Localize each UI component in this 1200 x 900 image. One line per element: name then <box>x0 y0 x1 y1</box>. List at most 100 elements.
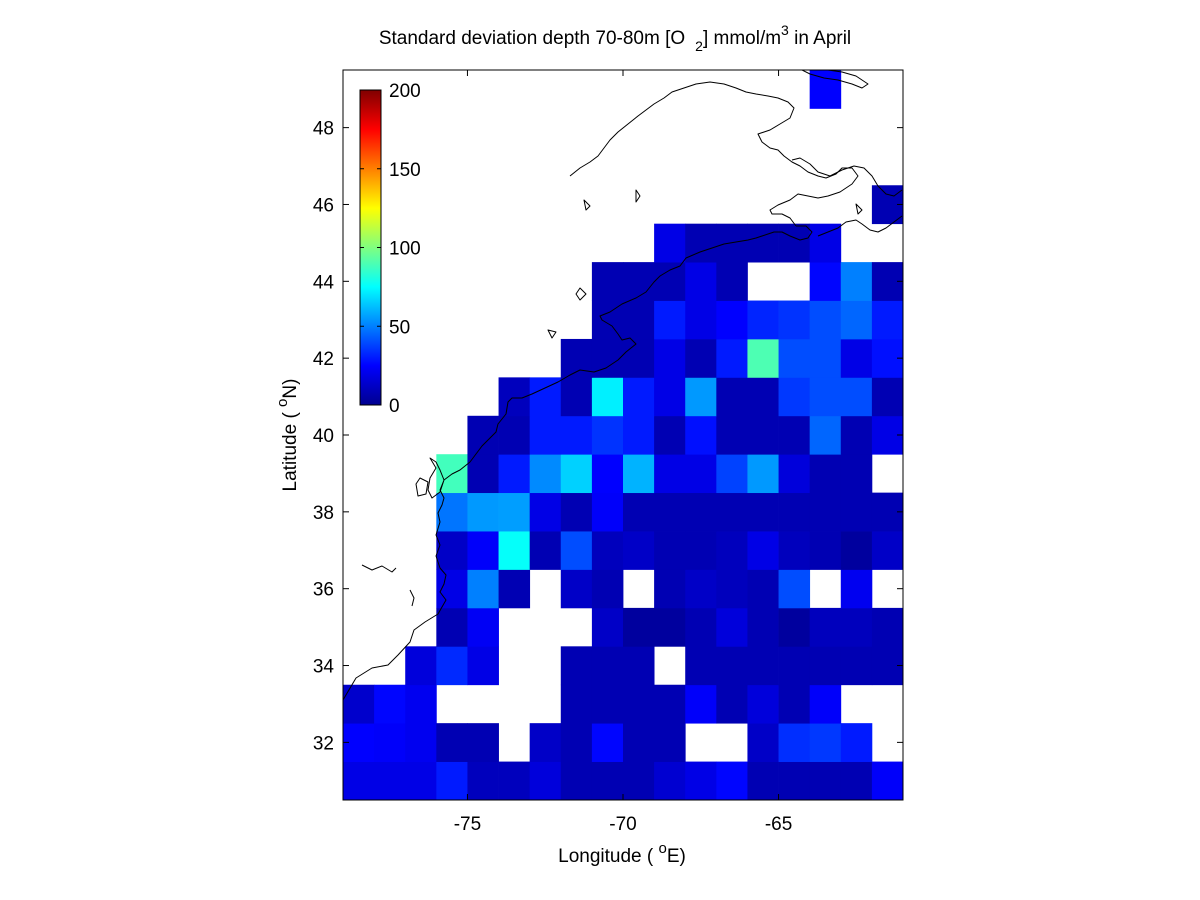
heatmap-cell <box>685 454 717 494</box>
heatmap-cell <box>716 415 748 455</box>
heatmap-cell <box>591 492 624 532</box>
heatmap-cell <box>591 607 624 647</box>
heatmap-cell <box>529 761 562 800</box>
heatmap-cell <box>747 607 779 647</box>
heatmap-cell <box>654 607 686 647</box>
heatmap-cell <box>809 338 842 378</box>
heatmap-cell <box>560 454 593 494</box>
heatmap-cell <box>623 761 655 800</box>
heatmap-cell <box>747 492 779 532</box>
heatmap-cell <box>405 723 437 762</box>
heatmap-cell <box>716 300 748 340</box>
heatmap-cell <box>778 607 811 647</box>
heatmap-cell <box>529 377 562 417</box>
heatmap-cell <box>560 415 593 455</box>
heatmap-cell <box>591 454 624 494</box>
heatmap-cell <box>778 338 811 378</box>
heatmap-cell <box>436 761 468 800</box>
heatmap-cell <box>778 223 811 263</box>
heatmap-cell <box>685 761 717 800</box>
x-axis-label: Longitude ( oE) <box>558 840 686 867</box>
heatmap-cell <box>591 262 624 301</box>
heatmap-cell <box>436 607 468 647</box>
heatmap-cell <box>467 492 499 532</box>
heatmap-cell <box>436 531 468 570</box>
heatmap-cell <box>591 338 624 378</box>
heatmap-cell <box>747 531 779 570</box>
heatmap-cell <box>623 607 655 647</box>
heatmap-cell <box>467 646 499 686</box>
heatmap-cell <box>560 723 593 762</box>
heatmap-cell <box>374 761 406 800</box>
heatmap-cell <box>747 761 779 800</box>
heatmap-cell <box>654 338 686 378</box>
colorbar: 0 50 100 150 200 <box>359 81 421 417</box>
heatmap-cell <box>685 415 717 455</box>
heatmap-cell <box>747 415 779 455</box>
heatmap-cell <box>343 684 375 724</box>
heatmap-cell <box>623 377 655 417</box>
x-axis: -75 -70 -65 <box>454 70 792 835</box>
heatmap-cell <box>840 569 873 609</box>
heatmap-cell <box>623 531 655 570</box>
heatmap-cell <box>654 492 686 532</box>
chart-title: Standard deviation depth 70-80m [O 2] mmo… <box>379 22 851 54</box>
heatmap-cell <box>467 607 499 647</box>
heatmap-cell <box>498 415 531 455</box>
heatmap-cell <box>685 377 717 417</box>
y-tick-label: 38 <box>313 503 334 524</box>
heatmap-cell <box>591 761 624 800</box>
heatmap-cell <box>747 300 779 340</box>
heatmap-cell <box>374 723 406 762</box>
heatmap-cell <box>623 300 655 340</box>
heatmap-cell <box>498 761 531 800</box>
heatmap-cell <box>623 723 655 762</box>
heatmap-cell <box>716 684 748 724</box>
heatmap-cell <box>654 723 686 762</box>
y-tick-label: 34 <box>313 657 335 678</box>
x-tick-label: -75 <box>454 814 481 835</box>
colorbar-tick-label: 200 <box>389 81 421 102</box>
heatmap-cell <box>623 262 655 301</box>
heatmap-cell <box>747 569 779 609</box>
y-tick-label: 46 <box>313 195 334 216</box>
heatmap-cell <box>778 492 811 532</box>
heatmap-cell <box>685 300 717 340</box>
heatmap-cell <box>809 531 842 570</box>
heatmap-cell <box>747 646 779 686</box>
heatmap-cell <box>809 723 842 762</box>
heatmap-cell <box>716 377 748 417</box>
heatmap-cell <box>809 761 842 800</box>
heatmap-cell <box>654 300 686 340</box>
heatmap-cell <box>436 646 468 686</box>
heatmap-cell <box>343 761 375 800</box>
heatmap-cell <box>747 377 779 417</box>
heatmap-cell <box>654 569 686 609</box>
heatmap-cell <box>871 300 903 340</box>
heatmap-cell <box>809 492 842 532</box>
heatmap-cell <box>623 492 655 532</box>
heatmap-cell <box>840 492 873 532</box>
heatmap-cell <box>840 300 873 340</box>
heatmap-cells <box>343 70 903 800</box>
heatmap-cell <box>840 723 873 762</box>
y-tick-label: 44 <box>313 272 335 293</box>
heatmap-cell <box>716 454 748 494</box>
heatmap-cell <box>623 684 655 724</box>
heatmap-cell <box>778 723 811 762</box>
heatmap-cell <box>685 607 717 647</box>
heatmap-cell <box>809 607 842 647</box>
heatmap-cell <box>778 415 811 455</box>
heatmap-cell <box>747 684 779 724</box>
heatmap-cell <box>436 723 468 762</box>
colorbar-tick-label: 0 <box>389 396 400 417</box>
heatmap-cell <box>498 492 531 532</box>
x-tick-label: -70 <box>609 814 636 835</box>
y-tick-label: 42 <box>313 349 334 370</box>
y-tick-label: 32 <box>313 733 334 754</box>
heatmap-cell <box>778 300 811 340</box>
heatmap-cell <box>498 454 531 494</box>
heatmap-cell <box>778 531 811 570</box>
heatmap-cell <box>716 761 748 800</box>
